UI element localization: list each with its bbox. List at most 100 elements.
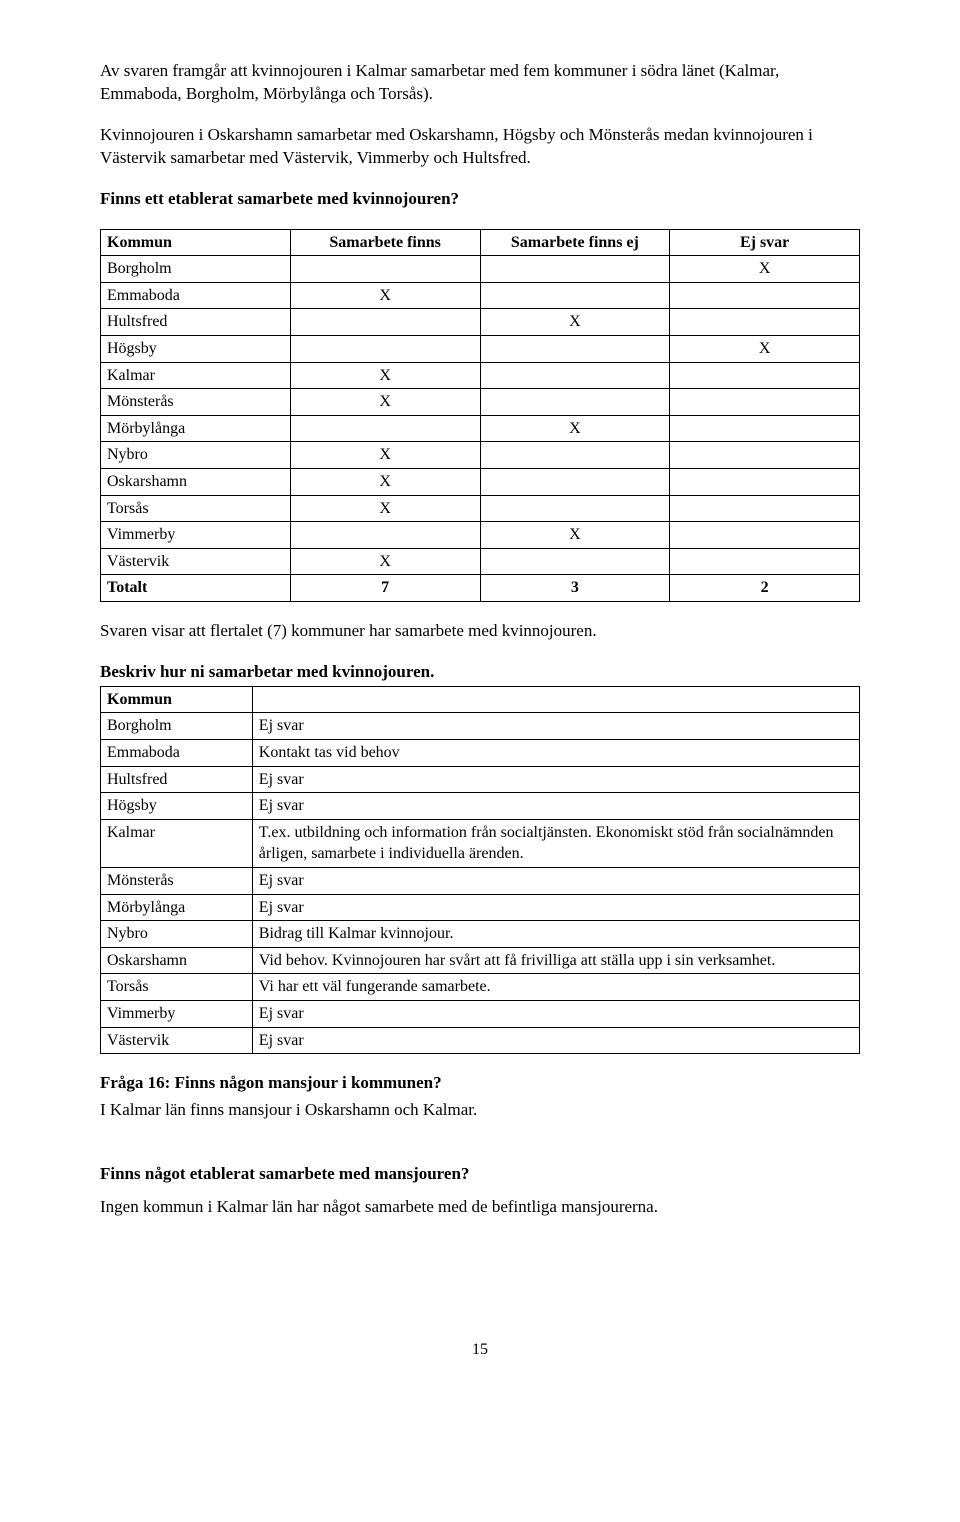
table-cell: Bidrag till Kalmar kvinnojour. [252,921,859,948]
table-cell [670,282,860,309]
table-cell: X [290,442,480,469]
table-row: HögsbyEj svar [101,793,860,820]
table-row: TorsåsVi har ett väl fungerande samarbet… [101,974,860,1001]
mansjour-answer: Ingen kommun i Kalmar län har något sama… [100,1196,860,1219]
table-cell: X [290,362,480,389]
question-16-answer: I Kalmar län finns mansjour i Oskarshamn… [100,1099,860,1122]
table-cell: X [290,469,480,496]
table-cell: Västervik [101,548,291,575]
table-row: HultsfredX [101,309,860,336]
table-cell [670,389,860,416]
table-cell [290,309,480,336]
table-cell: Vimmerby [101,522,291,549]
table-cell [670,415,860,442]
intro-para-1: Av svaren framgår att kvinnojouren i Kal… [100,60,860,106]
table-cell: Mörbylånga [101,894,253,921]
table-row: EmmabodaKontakt tas vid behov [101,740,860,767]
table-row: VästervikEj svar [101,1027,860,1054]
table-row: MönsteråsX [101,389,860,416]
table-row: HultsfredEj svar [101,766,860,793]
table-row: EmmabodaX [101,282,860,309]
question-mansjour: Finns något etablerat samarbete med mans… [100,1163,860,1186]
table-cell [670,469,860,496]
table-row: VästervikX [101,548,860,575]
table-cell: Ej svar [252,1001,859,1028]
table-cell: Vid behov. Kvinnojouren har svårt att få… [252,947,859,974]
table-cell [480,362,670,389]
table-cell: X [290,389,480,416]
table-cell [290,522,480,549]
table-row: KalmarX [101,362,860,389]
page: Av svaren framgår att kvinnojouren i Kal… [0,0,960,1400]
table-row: NybroX [101,442,860,469]
intro-para-2: Kvinnojouren i Oskarshamn samarbetar med… [100,124,860,170]
table-cell: Totalt [101,575,291,602]
table-cell: X [480,522,670,549]
table-cell: Kontakt tas vid behov [252,740,859,767]
table-cell: Högsby [101,336,291,363]
table-cell: X [480,309,670,336]
table-row: Borgholm X [101,256,860,283]
table-cell: Hultsfred [101,766,253,793]
table-cell [480,389,670,416]
table-cell [670,309,860,336]
table-cell [480,442,670,469]
table-cell: Oskarshamn [101,469,291,496]
table-row: Kommun [101,686,860,713]
table-cell: X [290,282,480,309]
table-cell: Ej svar [252,868,859,895]
table-cell: Mörbylånga [101,415,291,442]
table-cell: Ej svar [252,894,859,921]
table-cell: Ej svar [252,766,859,793]
table-cell: Torsås [101,495,291,522]
table-samarbete: Kommun Samarbete finns Samarbete finns e… [100,229,860,602]
table-cell: 3 [480,575,670,602]
table-row: Högsby X [101,336,860,363]
table-cell [480,469,670,496]
table-cell [670,548,860,575]
table-row: KalmarT.ex. utbildning och information f… [101,819,860,867]
table-row: VimmerbyEj svar [101,1001,860,1028]
table-cell: Ej svar [252,793,859,820]
table-cell: 2 [670,575,860,602]
question-beskriv: Beskriv hur ni samarbetar med kvinnojour… [100,661,860,684]
table-cell: Nybro [101,921,253,948]
table-header-cell: Samarbete finns ej [480,229,670,256]
table-cell: Högsby [101,793,253,820]
question-16-title: Fråga 16: Finns någon mansjour i kommune… [100,1072,860,1095]
table-cell [290,256,480,283]
table-cell: Torsås [101,974,253,1001]
table-row: Kommun Samarbete finns Samarbete finns e… [101,229,860,256]
table-row: Vimmerby X [101,522,860,549]
table-cell: Kalmar [101,362,291,389]
table-beskriv: Kommun BorgholmEj svar EmmabodaKontakt t… [100,686,860,1054]
table-row: Mörbylånga X [101,415,860,442]
table-cell [480,256,670,283]
after-table1-text: Svaren visar att flertalet (7) kommuner … [100,620,860,643]
table-row: BorgholmEj svar [101,713,860,740]
table-header-cell: Samarbete finns [290,229,480,256]
table-cell [670,442,860,469]
table-cell: Kalmar [101,819,253,867]
table-cell: T.ex. utbildning och information från so… [252,819,859,867]
table-cell [670,495,860,522]
table-cell: Borgholm [101,713,253,740]
table-cell: Vi har ett väl fungerande samarbete. [252,974,859,1001]
table-cell [480,336,670,363]
table-header-cell: Kommun [101,229,291,256]
table-cell: Borgholm [101,256,291,283]
table-cell: Emmaboda [101,282,291,309]
table-cell [670,362,860,389]
table-cell: X [670,256,860,283]
table-cell: Mönsterås [101,389,291,416]
table-header-cell: Kommun [101,686,253,713]
table-cell: X [290,548,480,575]
table-cell: X [670,336,860,363]
table-cell [290,336,480,363]
page-number: 15 [100,1339,860,1361]
table-cell [670,522,860,549]
table-cell: X [480,415,670,442]
table-cell: Västervik [101,1027,253,1054]
table-row: OskarshamnVid behov. Kvinnojouren har sv… [101,947,860,974]
table-row: OskarshamnX [101,469,860,496]
